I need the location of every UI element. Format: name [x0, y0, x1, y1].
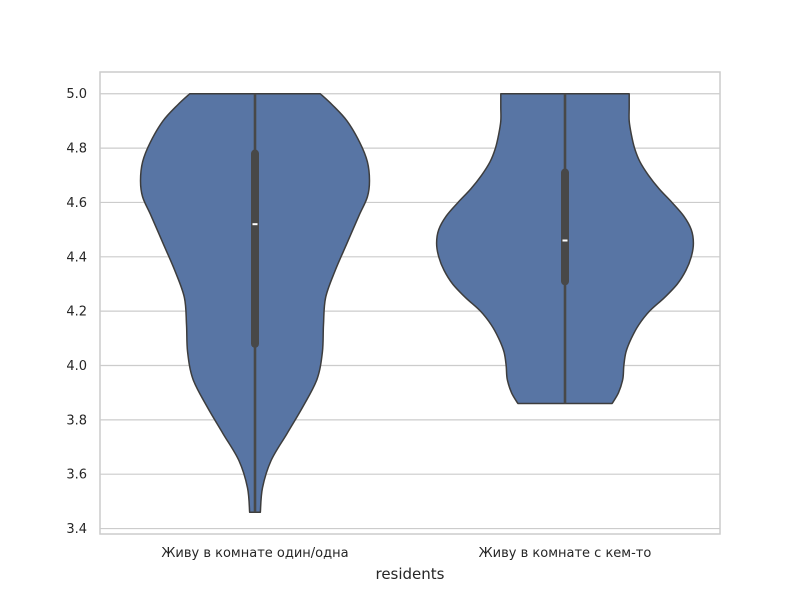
y-tick-label: 5.0	[66, 87, 87, 102]
y-tick-label: 4.2	[66, 305, 87, 320]
y-tick-label: 3.4	[66, 522, 87, 537]
x-tick-label: Живу в комнате один/одна	[161, 546, 348, 561]
y-tick-label: 3.6	[66, 468, 87, 483]
y-tick-label: 4.0	[66, 359, 87, 374]
violins	[139, 92, 695, 514]
y-tick-label: 4.4	[66, 250, 87, 265]
y-tick-labels: 3.4 3.6 3.8 4.0 4.2 4.4 4.6 4.8 5.0	[66, 87, 87, 537]
plot-frame	[99, 71, 721, 535]
x-tick-labels: Живу в комнате один/одна Живу в комнате с…	[161, 546, 651, 561]
y-tick-label: 4.6	[66, 196, 87, 211]
y-tick-label: 4.8	[66, 142, 87, 157]
y-tick-label: 3.8	[66, 413, 87, 428]
x-tick-label: Живу в комнате с кем-то	[479, 546, 652, 561]
x-axis-label: residents	[375, 565, 444, 583]
